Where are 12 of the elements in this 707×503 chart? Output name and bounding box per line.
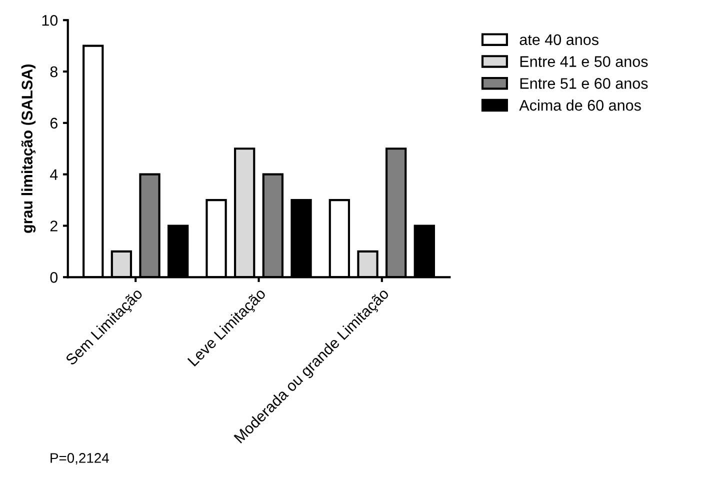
legend-label: Entre 51 e 60 anos [520,78,648,89]
y-tick-label: 10 [42,14,58,26]
y-tick-label: 2 [50,220,58,232]
y-axis-title: grau limitação (SALSA) [21,64,36,233]
y-tick-label: 4 [50,169,58,180]
y-tick-label: 6 [50,118,58,129]
y-tick-label: 8 [50,66,58,78]
legend-label: Entre 41 e 50 anos [520,56,648,67]
legend-label: ate 40 anos [520,34,598,46]
legend-label: Acima de 60 anos [519,100,641,111]
y-tick-label: 0 [50,272,58,283]
text: P=0,2124 [50,453,109,465]
